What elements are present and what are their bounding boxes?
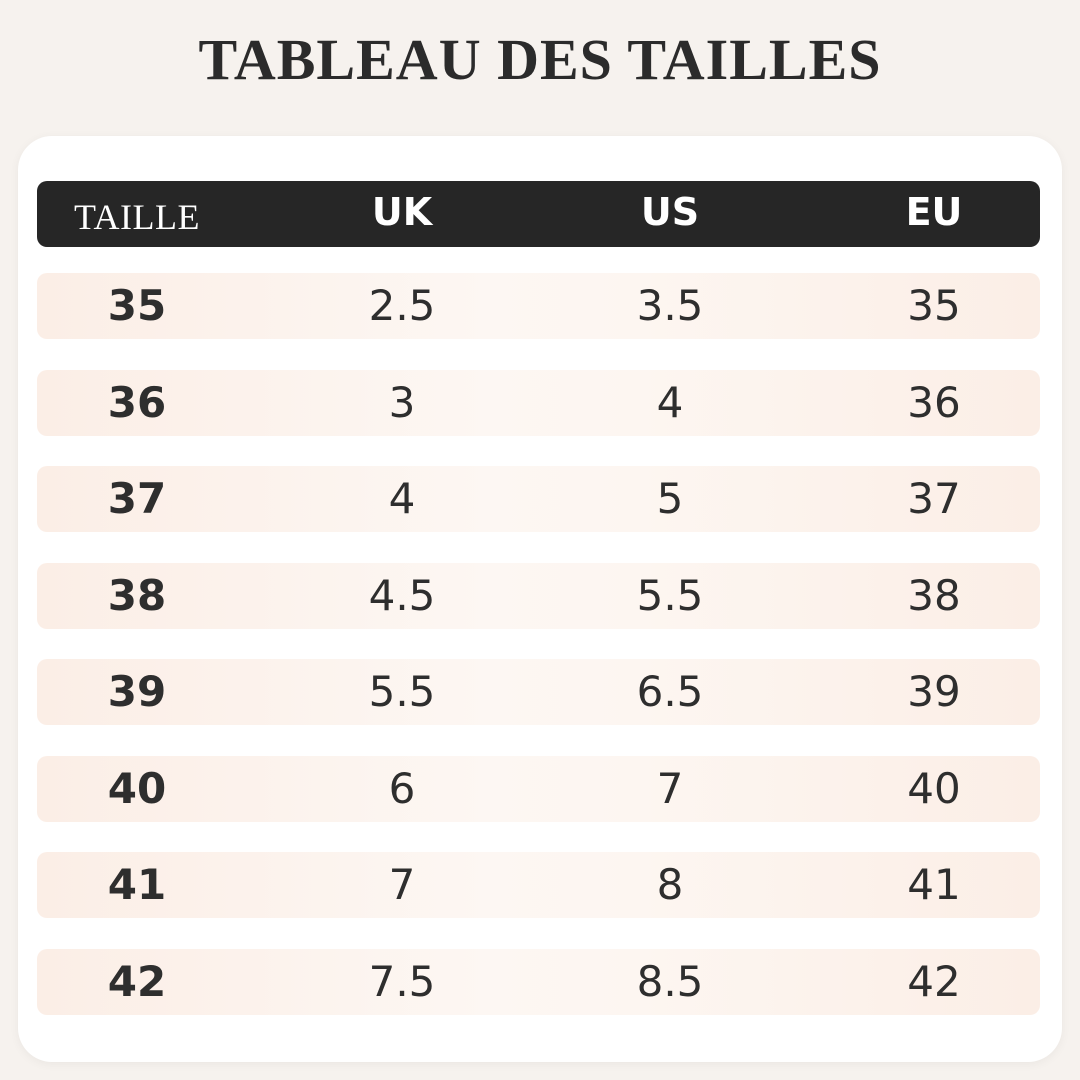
cell-eu: 39 <box>907 667 961 716</box>
cell-us: 5.5 <box>636 571 704 620</box>
cell-taille: 38 <box>107 571 167 620</box>
cell-eu: 37 <box>907 474 961 523</box>
header-us: US <box>640 190 700 234</box>
table-row: 39 5.5 6.5 39 <box>37 659 1040 725</box>
table-row: 42 7.5 8.5 42 <box>37 949 1040 1015</box>
cell-taille: 40 <box>107 764 167 813</box>
cell-eu: 41 <box>907 860 961 909</box>
table-row: 40 6 7 40 <box>37 756 1040 822</box>
cell-uk: 7 <box>388 860 416 909</box>
table-row: 37 4 5 37 <box>37 466 1040 532</box>
cell-uk: 7.5 <box>368 957 436 1006</box>
cell-eu: 40 <box>907 764 961 813</box>
cell-uk: 5.5 <box>368 667 436 716</box>
table-header: TAILLE UK US EU <box>37 181 1040 247</box>
header-uk: UK <box>371 190 433 234</box>
table-row: 38 4.5 5.5 38 <box>37 563 1040 629</box>
cell-eu: 42 <box>907 957 961 1006</box>
cell-taille: 35 <box>107 281 167 330</box>
cell-eu: 35 <box>907 281 961 330</box>
cell-uk: 4.5 <box>368 571 436 620</box>
cell-taille: 36 <box>107 378 167 427</box>
cell-taille: 41 <box>107 860 167 909</box>
cell-uk: 6 <box>388 764 416 813</box>
cell-us: 8.5 <box>636 957 704 1006</box>
cell-eu: 36 <box>907 378 961 427</box>
table-row: 41 7 8 41 <box>37 852 1040 918</box>
cell-us: 5 <box>656 474 684 523</box>
page-title: TABLEAU DES TAILLES <box>198 27 882 92</box>
cell-us: 4 <box>656 378 684 427</box>
cell-us: 8 <box>656 860 684 909</box>
table-row: 36 3 4 36 <box>37 370 1040 436</box>
cell-taille: 42 <box>107 957 167 1006</box>
cell-uk: 3 <box>388 378 416 427</box>
header-eu: EU <box>905 190 963 234</box>
cell-uk: 4 <box>388 474 416 523</box>
cell-uk: 2.5 <box>368 281 436 330</box>
table-row: 35 2.5 3.5 35 <box>37 273 1040 339</box>
cell-us: 3.5 <box>636 281 704 330</box>
cell-us: 7 <box>656 764 684 813</box>
cell-us: 6.5 <box>636 667 704 716</box>
cell-taille: 37 <box>107 474 167 523</box>
cell-eu: 38 <box>907 571 961 620</box>
cell-taille: 39 <box>107 667 167 716</box>
header-taille: TAILLE <box>73 197 201 237</box>
